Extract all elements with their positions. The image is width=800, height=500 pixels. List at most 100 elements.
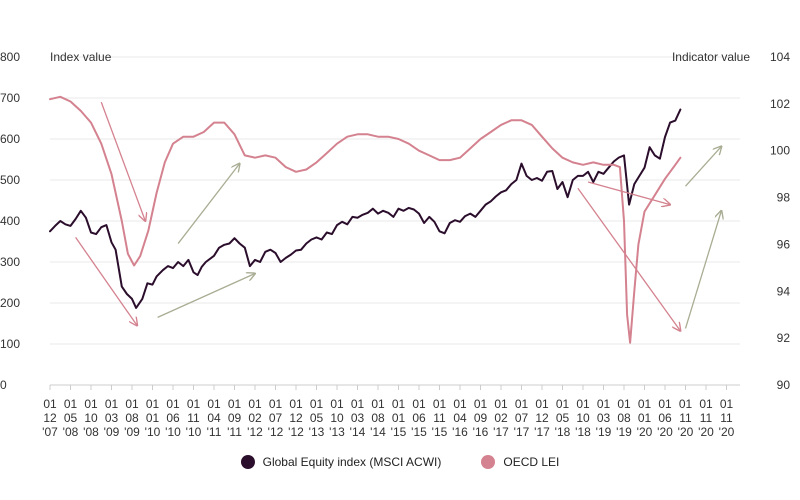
x-tick-label: '12 xyxy=(268,425,284,439)
x-tick-label: 07 xyxy=(269,411,283,425)
trend-arrow-up xyxy=(177,164,240,244)
x-tick-label: 05 xyxy=(64,411,78,425)
x-tick-label: '20 xyxy=(719,425,735,439)
trend-arrow-up xyxy=(685,146,722,187)
right-tick-label: 96 xyxy=(777,237,791,251)
x-tick-label: 12 xyxy=(289,411,303,425)
x-tick-label: '11 xyxy=(207,425,222,439)
x-tick-label: '20 xyxy=(678,425,694,439)
x-tick-label: 01 xyxy=(228,397,242,411)
x-tick-label: 01 xyxy=(392,411,406,425)
x-tick-label: 01 xyxy=(166,397,180,411)
x-tick-label: 03 xyxy=(597,411,611,425)
series-line-lei xyxy=(49,95,682,344)
x-tick-label: 01 xyxy=(43,397,57,411)
x-tick-label: '12 xyxy=(247,425,263,439)
x-tick-label: 02 xyxy=(248,411,262,425)
x-tick-label: 01 xyxy=(248,397,262,411)
gridlines xyxy=(50,56,740,386)
right-axis-title: Indicator value xyxy=(672,50,750,64)
x-tick-label: 01 xyxy=(310,397,324,411)
x-tick-label: 03 xyxy=(105,411,119,425)
x-tick-label: 04 xyxy=(207,411,221,425)
x-tick-label: 01 xyxy=(658,397,672,411)
right-tick-label: 90 xyxy=(777,378,791,392)
x-tick-label: '15 xyxy=(411,425,427,439)
x-tick-label: 01 xyxy=(371,397,385,411)
x-tick-label: 01 xyxy=(84,397,98,411)
x-tick-label: '19 xyxy=(616,425,632,439)
x-tick-label: '17 xyxy=(514,425,530,439)
x-tick-label: 01 xyxy=(556,397,570,411)
right-tick-label: 104 xyxy=(770,50,790,64)
x-tick-label: 06 xyxy=(658,411,672,425)
x-tick-label: 07 xyxy=(515,411,529,425)
right-tick-label: 98 xyxy=(777,191,791,205)
x-tick-label: 10 xyxy=(84,411,98,425)
x-tick-label: 01 xyxy=(617,397,631,411)
x-tick-label: 06 xyxy=(412,411,426,425)
x-tick-label: 01 xyxy=(392,397,406,411)
x-tick-label: 05 xyxy=(310,411,324,425)
x-tick-label: 04 xyxy=(453,411,467,425)
x-tick-label: 01 xyxy=(207,397,221,411)
x-tick-label: 01 xyxy=(105,397,119,411)
x-tick-label: 01 xyxy=(576,397,590,411)
legend-swatch-lei xyxy=(481,455,496,469)
x-tick-label: 11 xyxy=(433,411,446,425)
left-tick-label: 700 xyxy=(0,91,20,105)
x-tick-label: 01 xyxy=(699,397,713,411)
x-tick-label: '11 xyxy=(227,425,242,439)
x-tick-label: '20 xyxy=(698,425,714,439)
x-tick-label: 01 xyxy=(187,397,201,411)
x-tick-label: 08 xyxy=(371,411,385,425)
legend-swatch-equity xyxy=(240,455,255,469)
x-tick-label: 01 xyxy=(679,397,693,411)
x-tick-label: 12 xyxy=(43,411,57,425)
left-axis-title: Index value xyxy=(50,50,112,64)
x-tick-label: 01 xyxy=(515,397,529,411)
right-tick-label: 102 xyxy=(770,97,790,111)
x-tick-label: 01 xyxy=(474,397,488,411)
left-tick-label: 500 xyxy=(0,173,20,187)
x-tick-label: '14 xyxy=(350,425,366,439)
x-tick-label: '17 xyxy=(534,425,550,439)
trend-arrow-down xyxy=(100,101,145,221)
left-tick-label: 800 xyxy=(0,50,20,64)
x-tick-label: 08 xyxy=(125,411,139,425)
right-tick-label: 100 xyxy=(770,144,790,158)
x-tick-label: 09 xyxy=(228,411,242,425)
x-tick-label: 05 xyxy=(556,411,570,425)
right-axis: 90 92 94 96 98 100 102 104 xyxy=(770,50,790,392)
x-tick-label: 11 xyxy=(679,411,692,425)
x-tick-label: '17 xyxy=(493,425,509,439)
x-tick-label: 01 xyxy=(125,397,139,411)
x-tick-label: 01 xyxy=(597,397,611,411)
x-tick-label: 01 xyxy=(412,397,426,411)
x-tick-label: '16 xyxy=(473,425,489,439)
left-tick-label: 300 xyxy=(0,255,20,269)
x-tick-label: 01 xyxy=(269,397,283,411)
trend-arrow-down xyxy=(577,187,681,331)
x-tick-label: '13 xyxy=(309,425,325,439)
x-tick-label: 01 xyxy=(64,397,78,411)
x-tick-label: 01 xyxy=(638,411,652,425)
x-tick-label: '10 xyxy=(165,425,181,439)
x-tick-label: 01 xyxy=(351,397,365,411)
x-tick-label: 02 xyxy=(494,411,508,425)
x-tick-label: 10 xyxy=(576,411,590,425)
left-tick-label: 100 xyxy=(0,337,20,351)
legend-item-equity: Global Equity index (MSCI ACWI) xyxy=(240,455,441,469)
x-tick-label: '13 xyxy=(329,425,345,439)
x-tick-label: 01 xyxy=(535,397,549,411)
trend-arrows xyxy=(75,101,722,331)
x-tick-label: '16 xyxy=(452,425,468,439)
legend: Global Equity index (MSCI ACWI) OECD LEI xyxy=(0,455,800,469)
x-tick-label: '08 xyxy=(63,425,79,439)
x-tick-label: 01 xyxy=(289,397,303,411)
x-tick-label: 01 xyxy=(720,397,734,411)
x-tick-label: '10 xyxy=(145,425,161,439)
trend-arrow-down xyxy=(75,237,138,325)
series-line-equity xyxy=(49,108,682,309)
x-tick-label: 08 xyxy=(617,411,631,425)
